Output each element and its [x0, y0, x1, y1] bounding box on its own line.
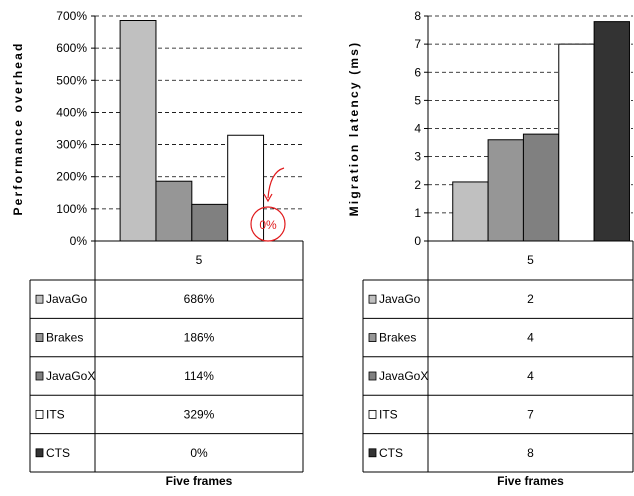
y-tick-label: 0 [414, 234, 421, 248]
data-label: 8 [527, 446, 534, 460]
data-label: 186% [184, 331, 215, 345]
y-tick-label: 500% [56, 73, 87, 87]
x-axis-title: Five frames [166, 474, 233, 488]
legend-label: JavaGo [379, 292, 421, 306]
legend-label: JavaGo [46, 292, 88, 306]
bar-brakes [155, 180, 193, 242]
legend-swatch-cts [368, 448, 377, 458]
y-tick-label: 5 [414, 93, 421, 107]
annotation-label: 0% [259, 218, 277, 232]
legend-swatch-its [368, 409, 377, 419]
legend-swatch-javagox [35, 371, 44, 381]
legend-swatch-cts [35, 448, 44, 458]
legend-label: ITS [46, 407, 65, 421]
bar-brakes [487, 139, 524, 242]
y-axis-title: Performance overhead [11, 41, 25, 215]
legend-label: Brakes [46, 331, 83, 345]
y-tick-label: 4 [414, 122, 421, 136]
annotation-arrow [267, 167, 285, 199]
legend-label: ITS [379, 407, 398, 421]
x-axis-title: Five frames [497, 474, 564, 488]
bar-cts [593, 21, 630, 242]
data-label: 4 [527, 331, 534, 345]
data-label: 329% [184, 407, 215, 421]
legend-swatch-javago [35, 294, 44, 304]
category-label: 5 [196, 253, 203, 267]
y-tick-label: 3 [414, 150, 421, 164]
y-tick-label: 700% [56, 9, 87, 23]
legend-swatch-brakes [368, 333, 377, 343]
data-label: 2 [527, 292, 534, 306]
legend-swatch-javagox [368, 371, 377, 381]
y-tick-label: 400% [56, 105, 87, 119]
bar-its [227, 134, 265, 242]
bar-its [558, 43, 595, 242]
data-label: 4 [527, 369, 534, 383]
legend-swatch-javago [368, 294, 377, 304]
y-tick-label: 300% [56, 138, 87, 152]
legend-label: JavaGoX [46, 369, 95, 383]
y-tick-label: 7 [414, 37, 421, 51]
legend-swatch-its [35, 409, 44, 419]
y-tick-label: 0% [70, 234, 88, 248]
y-tick-label: 2 [414, 178, 421, 192]
y-tick-label: 6 [414, 65, 421, 79]
bar-javago [452, 181, 489, 242]
data-label: 114% [184, 369, 214, 383]
annotation-circle [250, 206, 286, 242]
legend-swatch-brakes [35, 333, 44, 343]
data-label: 686% [184, 292, 215, 306]
bar-javagox [191, 203, 229, 242]
data-label: 0% [190, 446, 208, 460]
legend-label: Brakes [379, 331, 416, 345]
category-label: 5 [527, 253, 534, 267]
y-tick-label: 200% [56, 170, 87, 184]
data-label: 7 [527, 407, 534, 421]
legend-label: CTS [379, 446, 403, 460]
bar-javagox [522, 133, 560, 242]
y-axis-title: Migration latency (ms) [347, 41, 361, 217]
y-tick-label: 8 [414, 9, 421, 23]
y-tick-label: 1 [414, 206, 421, 220]
legend-label: CTS [46, 446, 70, 460]
annotation-arrowhead [263, 193, 273, 203]
bar-javago [119, 20, 157, 242]
legend-label: JavaGoX [379, 369, 428, 383]
y-tick-label: 100% [56, 202, 87, 216]
y-tick-label: 600% [56, 41, 87, 55]
